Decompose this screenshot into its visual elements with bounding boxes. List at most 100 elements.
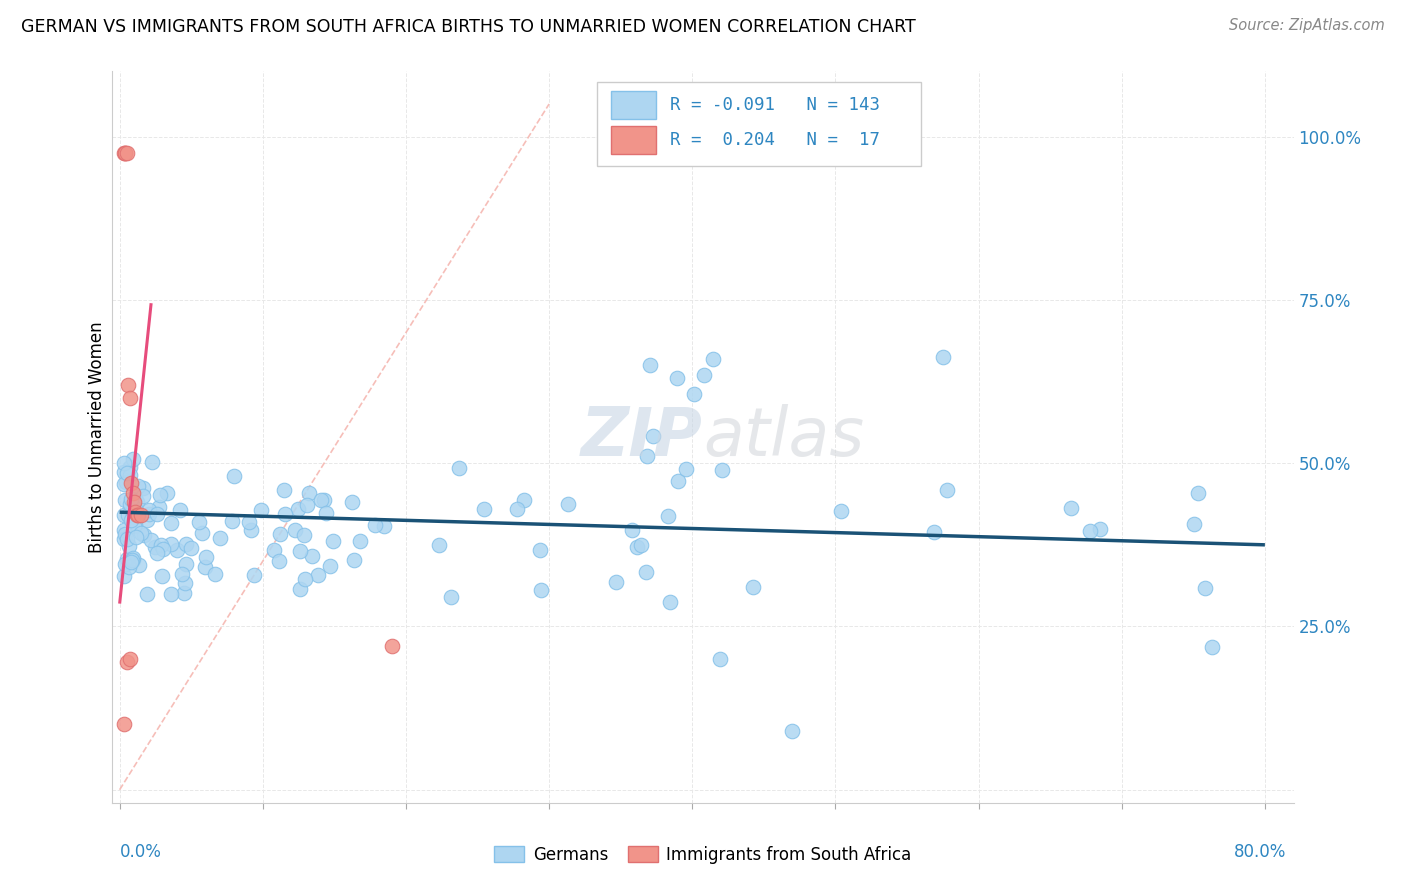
Point <box>936 483 959 497</box>
Point <box>209 531 232 545</box>
Point <box>172 566 194 581</box>
Point <box>322 534 344 549</box>
Point <box>117 377 139 392</box>
Point <box>620 523 643 537</box>
Point <box>125 508 148 523</box>
Point <box>349 533 371 548</box>
Point <box>124 530 146 544</box>
Point <box>124 505 146 519</box>
Point <box>287 502 309 516</box>
Point <box>659 595 682 609</box>
Point <box>112 717 135 731</box>
Point <box>666 474 689 488</box>
Point <box>295 498 318 512</box>
Point <box>294 572 316 586</box>
Point <box>132 481 155 495</box>
Point <box>112 524 135 538</box>
Point <box>114 146 136 161</box>
Point <box>125 494 148 508</box>
Point <box>112 456 135 470</box>
Point <box>204 566 226 581</box>
Point <box>449 460 471 475</box>
Point <box>138 502 160 516</box>
Text: atlas: atlas <box>703 404 865 470</box>
Point <box>156 486 179 500</box>
Point <box>343 552 366 566</box>
Point <box>709 652 731 666</box>
Point <box>114 146 136 161</box>
Point <box>427 538 450 552</box>
Point <box>132 528 155 542</box>
Point <box>112 569 135 583</box>
Point <box>830 504 852 518</box>
Point <box>529 582 551 597</box>
Point <box>1060 501 1083 516</box>
Point <box>1201 640 1223 655</box>
Point <box>711 462 734 476</box>
Point <box>143 540 166 554</box>
Point <box>250 503 273 517</box>
Text: ZIP: ZIP <box>581 404 703 470</box>
Point <box>364 518 387 533</box>
Point <box>146 546 169 560</box>
Point <box>309 493 332 508</box>
Point <box>263 543 285 558</box>
Point <box>114 558 136 572</box>
Point <box>1194 581 1216 595</box>
Point <box>141 455 163 469</box>
Point <box>135 587 157 601</box>
Point <box>115 532 138 546</box>
Point <box>127 508 149 523</box>
Point <box>340 495 363 509</box>
Point <box>243 568 266 582</box>
Point <box>626 540 648 554</box>
Point <box>166 543 188 558</box>
Point <box>122 494 145 508</box>
Point <box>288 544 311 558</box>
Point <box>115 146 138 161</box>
Point <box>1187 486 1209 500</box>
Point <box>122 495 145 509</box>
Point <box>131 489 153 503</box>
Point <box>643 429 665 443</box>
Point <box>932 351 955 365</box>
Text: 0.0%: 0.0% <box>120 843 162 861</box>
Point <box>115 475 138 489</box>
Point <box>124 489 146 503</box>
Point <box>238 515 260 529</box>
Point <box>292 528 315 542</box>
FancyBboxPatch shape <box>596 82 921 167</box>
Point <box>121 485 143 500</box>
Point <box>298 486 321 500</box>
Point <box>128 558 150 573</box>
Point <box>121 553 143 567</box>
Point <box>121 551 143 566</box>
Point <box>152 542 174 557</box>
Text: 80.0%: 80.0% <box>1234 843 1286 861</box>
Point <box>373 519 395 533</box>
Point <box>120 475 142 490</box>
Point <box>193 559 215 574</box>
Point <box>319 558 342 573</box>
Point <box>127 478 149 492</box>
Point <box>115 552 138 566</box>
Point <box>121 452 143 467</box>
Point <box>557 497 579 511</box>
Point <box>122 518 145 533</box>
Point <box>112 532 135 546</box>
Point <box>118 652 141 666</box>
Point <box>118 391 141 405</box>
Point <box>190 526 212 541</box>
Point <box>630 538 652 552</box>
Point <box>174 557 197 571</box>
Point <box>267 554 290 568</box>
Point <box>180 541 202 555</box>
Point <box>472 501 495 516</box>
FancyBboxPatch shape <box>610 126 655 154</box>
Point <box>269 527 291 541</box>
Point <box>138 507 160 521</box>
Point <box>1080 524 1102 539</box>
Point <box>120 513 142 527</box>
Point <box>118 539 141 553</box>
Point <box>173 586 195 600</box>
